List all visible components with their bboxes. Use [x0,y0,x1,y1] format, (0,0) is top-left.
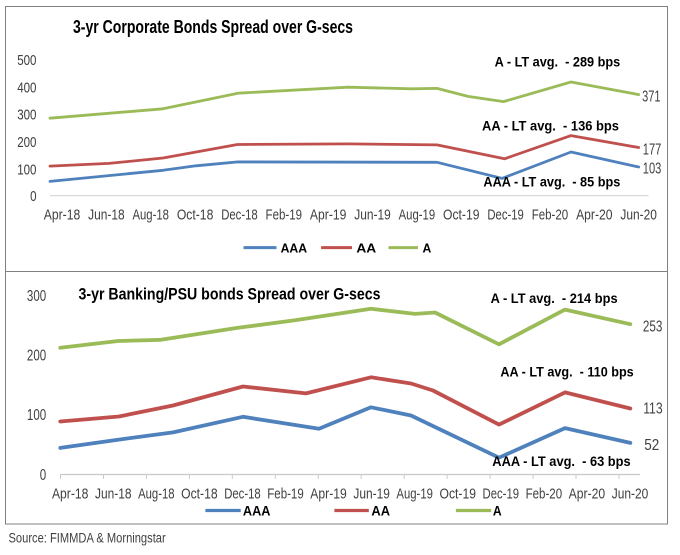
svg-text:200: 200 [17,134,36,151]
svg-text:Apr-18: Apr-18 [44,207,81,223]
svg-text:AA: AA [371,503,390,518]
svg-text:103: 103 [643,160,662,177]
svg-text:3-yr Banking/PSU bonds Spread: 3-yr Banking/PSU bonds Spread over G-sec… [79,284,381,303]
svg-text:Apr-19: Apr-19 [310,207,347,223]
svg-text:Apr-20: Apr-20 [576,207,613,223]
svg-text:Oct-19: Oct-19 [439,487,476,503]
svg-text:Jun-20: Jun-20 [612,487,649,503]
svg-text:Aug-19: Aug-19 [396,487,433,503]
svg-text:AA: AA [356,240,376,255]
svg-text:Jun-18: Jun-18 [95,487,132,503]
svg-text:AAA: AAA [281,240,308,255]
svg-text:0: 0 [40,467,47,484]
svg-text:52: 52 [644,437,659,454]
svg-text:A - LT avg. - 214 bps: A - LT avg. - 214 bps [491,290,618,306]
svg-text:200: 200 [27,347,47,364]
svg-text:177: 177 [643,141,662,158]
svg-text:500: 500 [17,52,36,69]
svg-text:AAA - LT avg. - 85 bps: AAA - LT avg. - 85 bps [483,173,620,189]
svg-text:Aug-18: Aug-18 [132,207,169,223]
svg-text:A - LT avg. - 289 bps: A - LT avg. - 289 bps [495,53,621,69]
svg-text:Jun-19: Jun-19 [354,207,391,223]
svg-text:100: 100 [27,407,47,424]
svg-text:A: A [423,240,432,255]
svg-text:Source: FIMMDA & Morningstar: Source: FIMMDA & Morningstar [9,531,167,546]
svg-text:3-yr Corporate Bonds Spread ov: 3-yr Corporate Bonds Spread over G-secs [73,17,353,37]
svg-text:Jun-18: Jun-18 [88,207,125,223]
svg-text:Oct-19: Oct-19 [443,207,480,223]
svg-text:400: 400 [17,79,36,96]
svg-text:Feb-20: Feb-20 [532,207,569,223]
svg-text:0: 0 [30,188,36,205]
svg-text:Apr-18: Apr-18 [52,487,89,503]
svg-text:371: 371 [642,89,660,106]
svg-text:Oct-18: Oct-18 [181,487,218,503]
svg-text:Oct-18: Oct-18 [177,207,214,223]
svg-text:Feb-20: Feb-20 [526,487,563,503]
svg-text:Apr-19: Apr-19 [310,487,347,503]
svg-text:AAA: AAA [243,503,271,518]
svg-text:AA - LT avg. - 110 bps: AA - LT avg. - 110 bps [500,364,633,380]
svg-text:100: 100 [17,161,36,178]
svg-text:Aug-19: Aug-19 [399,207,436,223]
svg-text:113: 113 [643,401,662,418]
svg-text:Feb-19: Feb-19 [266,207,303,223]
svg-text:Jun-19: Jun-19 [353,487,390,503]
svg-text:Dec-19: Dec-19 [483,487,520,503]
svg-text:300: 300 [17,107,36,124]
svg-text:Dec-19: Dec-19 [487,207,524,223]
svg-text:Dec-18: Dec-18 [221,207,258,223]
svg-text:Feb-19: Feb-19 [267,487,304,503]
svg-text:AAA - LT avg. - 63 bps: AAA - LT avg. - 63 bps [492,453,630,469]
svg-text:AA - LT avg. - 136 bps: AA - LT avg. - 136 bps [482,117,619,133]
svg-text:A: A [493,503,502,518]
svg-text:Apr-20: Apr-20 [569,487,606,503]
svg-text:253: 253 [643,318,663,335]
svg-text:Jun-20: Jun-20 [620,207,657,223]
svg-text:Dec-18: Dec-18 [224,487,261,503]
svg-text:Aug-18: Aug-18 [138,487,175,503]
svg-text:300: 300 [27,288,47,305]
